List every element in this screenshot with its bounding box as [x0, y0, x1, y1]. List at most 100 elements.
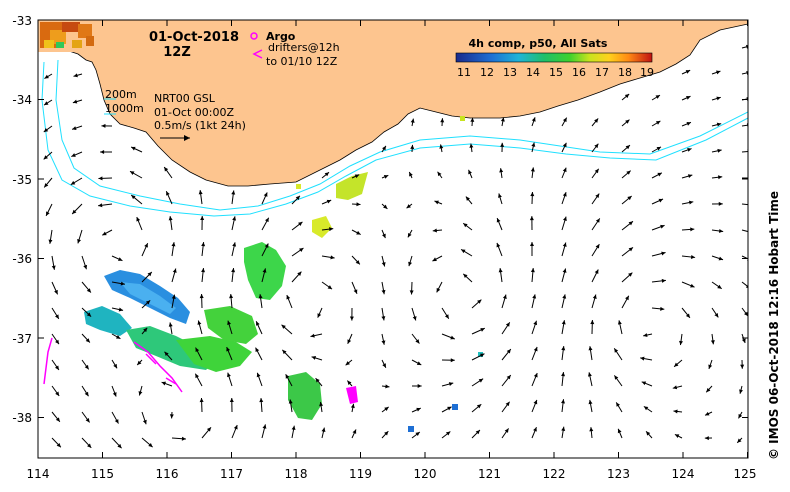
current-vector-head [120, 281, 125, 286]
current-vector-head [562, 167, 567, 173]
current-vector-head [51, 265, 56, 270]
current-vector-head [345, 361, 350, 366]
current-vector-head [447, 406, 452, 411]
isobath-200-label: 200m [105, 88, 137, 101]
source-label: NRT00 GSL [154, 92, 216, 105]
current-vector-head [439, 144, 444, 149]
current-vector-head [259, 398, 264, 403]
current-vector-head [206, 427, 212, 432]
current-vector-head [129, 171, 135, 175]
current-vector-head [227, 372, 231, 378]
current-vector-head [262, 268, 267, 273]
current-vector-head [687, 174, 693, 179]
colorbar-title: 4h comp, p50, All Sats [469, 37, 608, 50]
current-vector-head [690, 255, 696, 259]
current-vector-head [102, 231, 107, 236]
current-vector-head [444, 314, 449, 319]
current-vector-head [672, 385, 678, 390]
current-vector-head [195, 373, 200, 379]
current-vector-head [533, 320, 538, 326]
current-vector-head [161, 381, 167, 386]
current-vector [741, 150, 748, 153]
current-vector-head [286, 295, 291, 300]
current-vector-head [704, 436, 709, 441]
current-vector-head [594, 143, 599, 149]
current-vector-head [625, 295, 629, 301]
lon-axis-labels: 114 115 116 117 118 119 120 121 122 123 … [27, 467, 757, 481]
current-vector-head [44, 74, 49, 79]
current-vector-head [44, 101, 49, 106]
current-vector-head [475, 430, 480, 435]
lon-tick-label: 125 [734, 467, 757, 481]
current-vector-head [415, 432, 420, 437]
current-vector-head [745, 284, 748, 288]
current-vector-head [114, 419, 119, 424]
current-vector-head [530, 268, 535, 273]
current-vector-head [561, 346, 566, 351]
current-vector-head [657, 172, 662, 177]
current-vector-head [705, 411, 710, 416]
current-vector-head [641, 381, 647, 386]
current-vector-head [84, 364, 89, 370]
current-vector-head [54, 289, 58, 295]
map-time: 12Z [163, 45, 191, 60]
current-vector-head [533, 346, 538, 352]
current-vector-head [330, 255, 335, 260]
current-vector-head [172, 268, 177, 273]
colorbar-tick: 12 [480, 66, 494, 79]
isobath-200m [55, 59, 748, 211]
current-vector-head [718, 256, 724, 261]
current-vector-head [258, 294, 263, 299]
current-vector-head [46, 211, 50, 216]
current-vector-head [288, 399, 293, 404]
isobath-legend: 200m 1000m [104, 88, 144, 115]
current-vector-head [626, 170, 631, 175]
colorbar [455, 52, 653, 63]
current-vector-head [382, 145, 386, 151]
current-vector-head [84, 391, 89, 397]
current-vector-head [229, 294, 234, 299]
lat-tick-label: -33 [12, 14, 32, 28]
current-vector-head [660, 224, 665, 229]
drifter-icon [252, 49, 263, 59]
current-vector-head [562, 142, 567, 148]
current-vector-head [298, 221, 303, 226]
current-vector-head [745, 44, 748, 49]
current-vector-head [505, 322, 510, 327]
current-vector-head [383, 204, 388, 209]
lon-tick-label: 122 [543, 467, 566, 481]
current-vector-head [660, 306, 665, 311]
current-vector-head [718, 201, 723, 206]
current-vector-head [381, 340, 386, 345]
current-vector-head [415, 339, 420, 344]
current-vector-head [617, 320, 622, 325]
current-vector-head [710, 340, 715, 345]
current-vector-head [690, 283, 695, 288]
current-vector-head [317, 313, 322, 318]
current-vector-head [589, 427, 594, 432]
current-vector-head [297, 271, 302, 276]
current-vector-head [739, 389, 743, 394]
current-vector-head [533, 373, 538, 378]
current-vector-head [231, 190, 236, 195]
source-time: 01-Oct 00:00Z [154, 106, 234, 119]
sst-warm-patch [38, 20, 104, 52]
current-vector-head [256, 321, 260, 326]
current-vector-head [655, 95, 660, 99]
current-vector-head [85, 338, 90, 343]
drifter-tracks [43, 337, 183, 393]
current-vector-head [561, 399, 566, 404]
current-vector-head [468, 169, 472, 175]
current-vector-head [445, 431, 451, 436]
current-vector-head [594, 168, 599, 174]
current-vector-head [625, 145, 630, 150]
current-vector-head [658, 198, 664, 203]
lon-tick-label: 114 [27, 467, 50, 481]
current-vector-head [137, 360, 142, 365]
current-vector-head [531, 117, 536, 122]
current-vector-head [131, 195, 136, 200]
current-vector-head [476, 404, 482, 409]
current-vector-head [311, 356, 317, 360]
current-vector-field [43, 44, 748, 449]
current-vector-head [450, 335, 455, 340]
